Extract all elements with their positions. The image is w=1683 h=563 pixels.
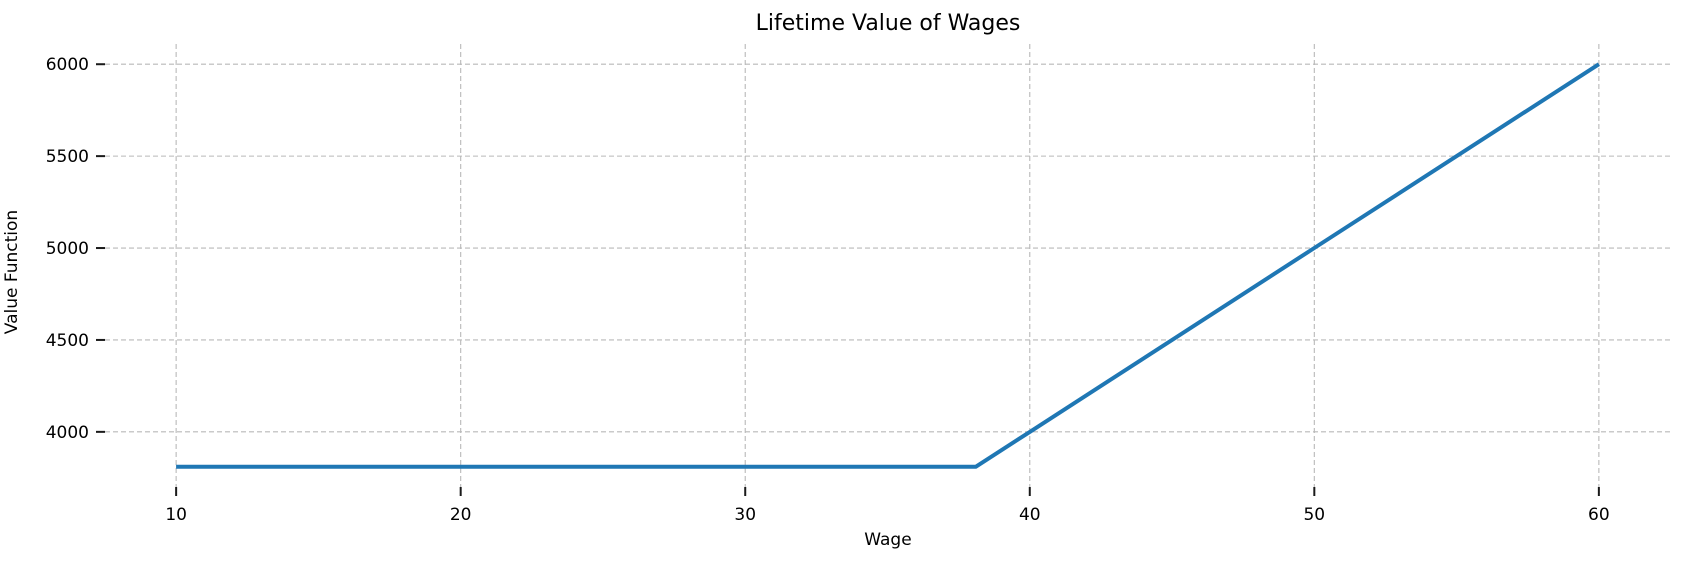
- x-tick-label: 60: [1588, 505, 1610, 525]
- x-tick-label: 40: [1019, 505, 1041, 525]
- y-tick-label: 5000: [46, 239, 89, 259]
- x-tick-label: 10: [165, 505, 187, 525]
- tick-layer: [96, 63, 1600, 496]
- y-tick-label: 6000: [46, 55, 89, 75]
- x-tick-label: 20: [450, 505, 472, 525]
- x-tick-label: 50: [1303, 505, 1325, 525]
- tick-label-layer: 10 20 30 40 50 60 4000 4500 5000 5500 6000: [46, 55, 1610, 525]
- series-layer: [176, 62, 1600, 469]
- y-axis-label: Value Function: [2, 210, 22, 334]
- value_function-line: [176, 62, 1600, 469]
- x-tick-label: 30: [734, 505, 756, 525]
- y-tick-label: 5500: [46, 147, 89, 167]
- chart-title: Lifetime Value of Wages: [756, 11, 1021, 36]
- x-axis-label: Wage: [864, 530, 911, 550]
- y-tick-label: 4500: [46, 331, 89, 351]
- grid-layer: [105, 44, 1670, 487]
- y-tick-label: 4000: [46, 423, 89, 443]
